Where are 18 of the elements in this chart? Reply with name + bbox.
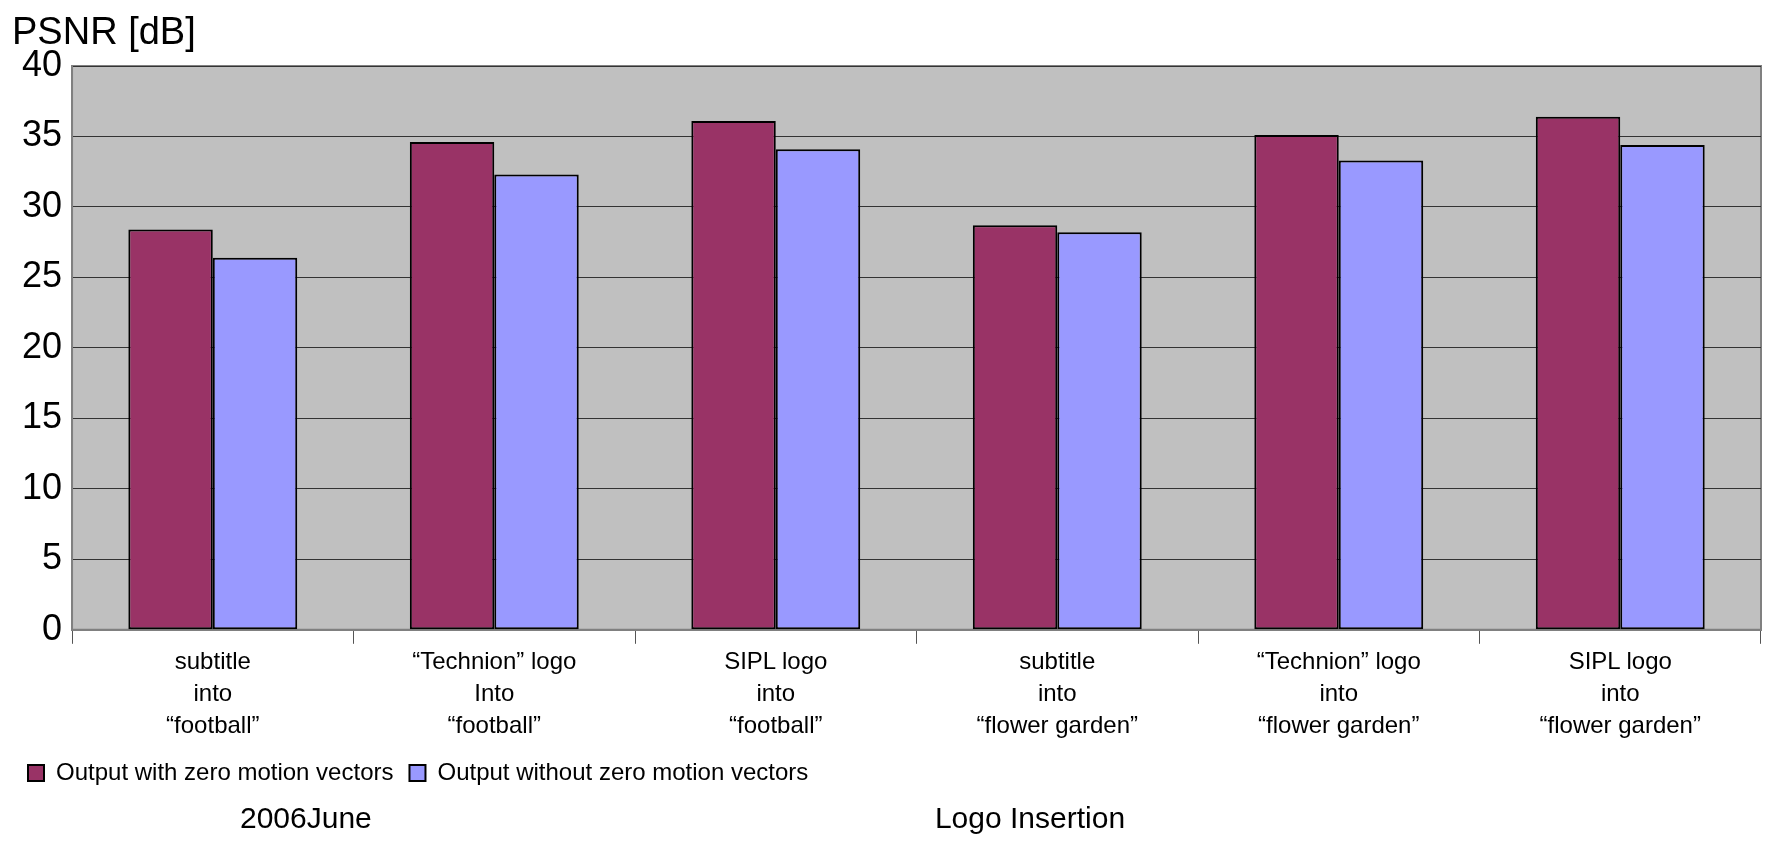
y-tick-label: 5 [42,536,63,578]
y-tick-label: 35 [22,113,63,155]
y-tick-label: 0 [42,606,63,648]
x-tick-label: SIPL logo into “football” [724,646,828,739]
text: Logo Insertion [934,801,1126,834]
y-tick-label: 25 [22,254,63,296]
legend-label: Output with zero motion vectors [56,757,394,785]
x-tick-label: “Technion” logo Into “football” [412,646,577,739]
y-tick-label: 15 [22,395,63,437]
x-tick-label: “Technion” logo into “flower garden” [1256,646,1421,739]
y-tick-label: 20 [22,324,63,366]
x-tick-label: subtitle into “flower garden” [976,646,1138,739]
x-tick-label: SIPL logo into “flower garden” [1539,646,1701,739]
legend-label: Output without zero motion vectors [437,757,809,785]
y-tick-label: 10 [22,465,63,507]
y-tick-label: 30 [22,183,63,225]
x-tick-label: subtitle into “football” [166,646,260,739]
text: 2006June [240,801,372,834]
